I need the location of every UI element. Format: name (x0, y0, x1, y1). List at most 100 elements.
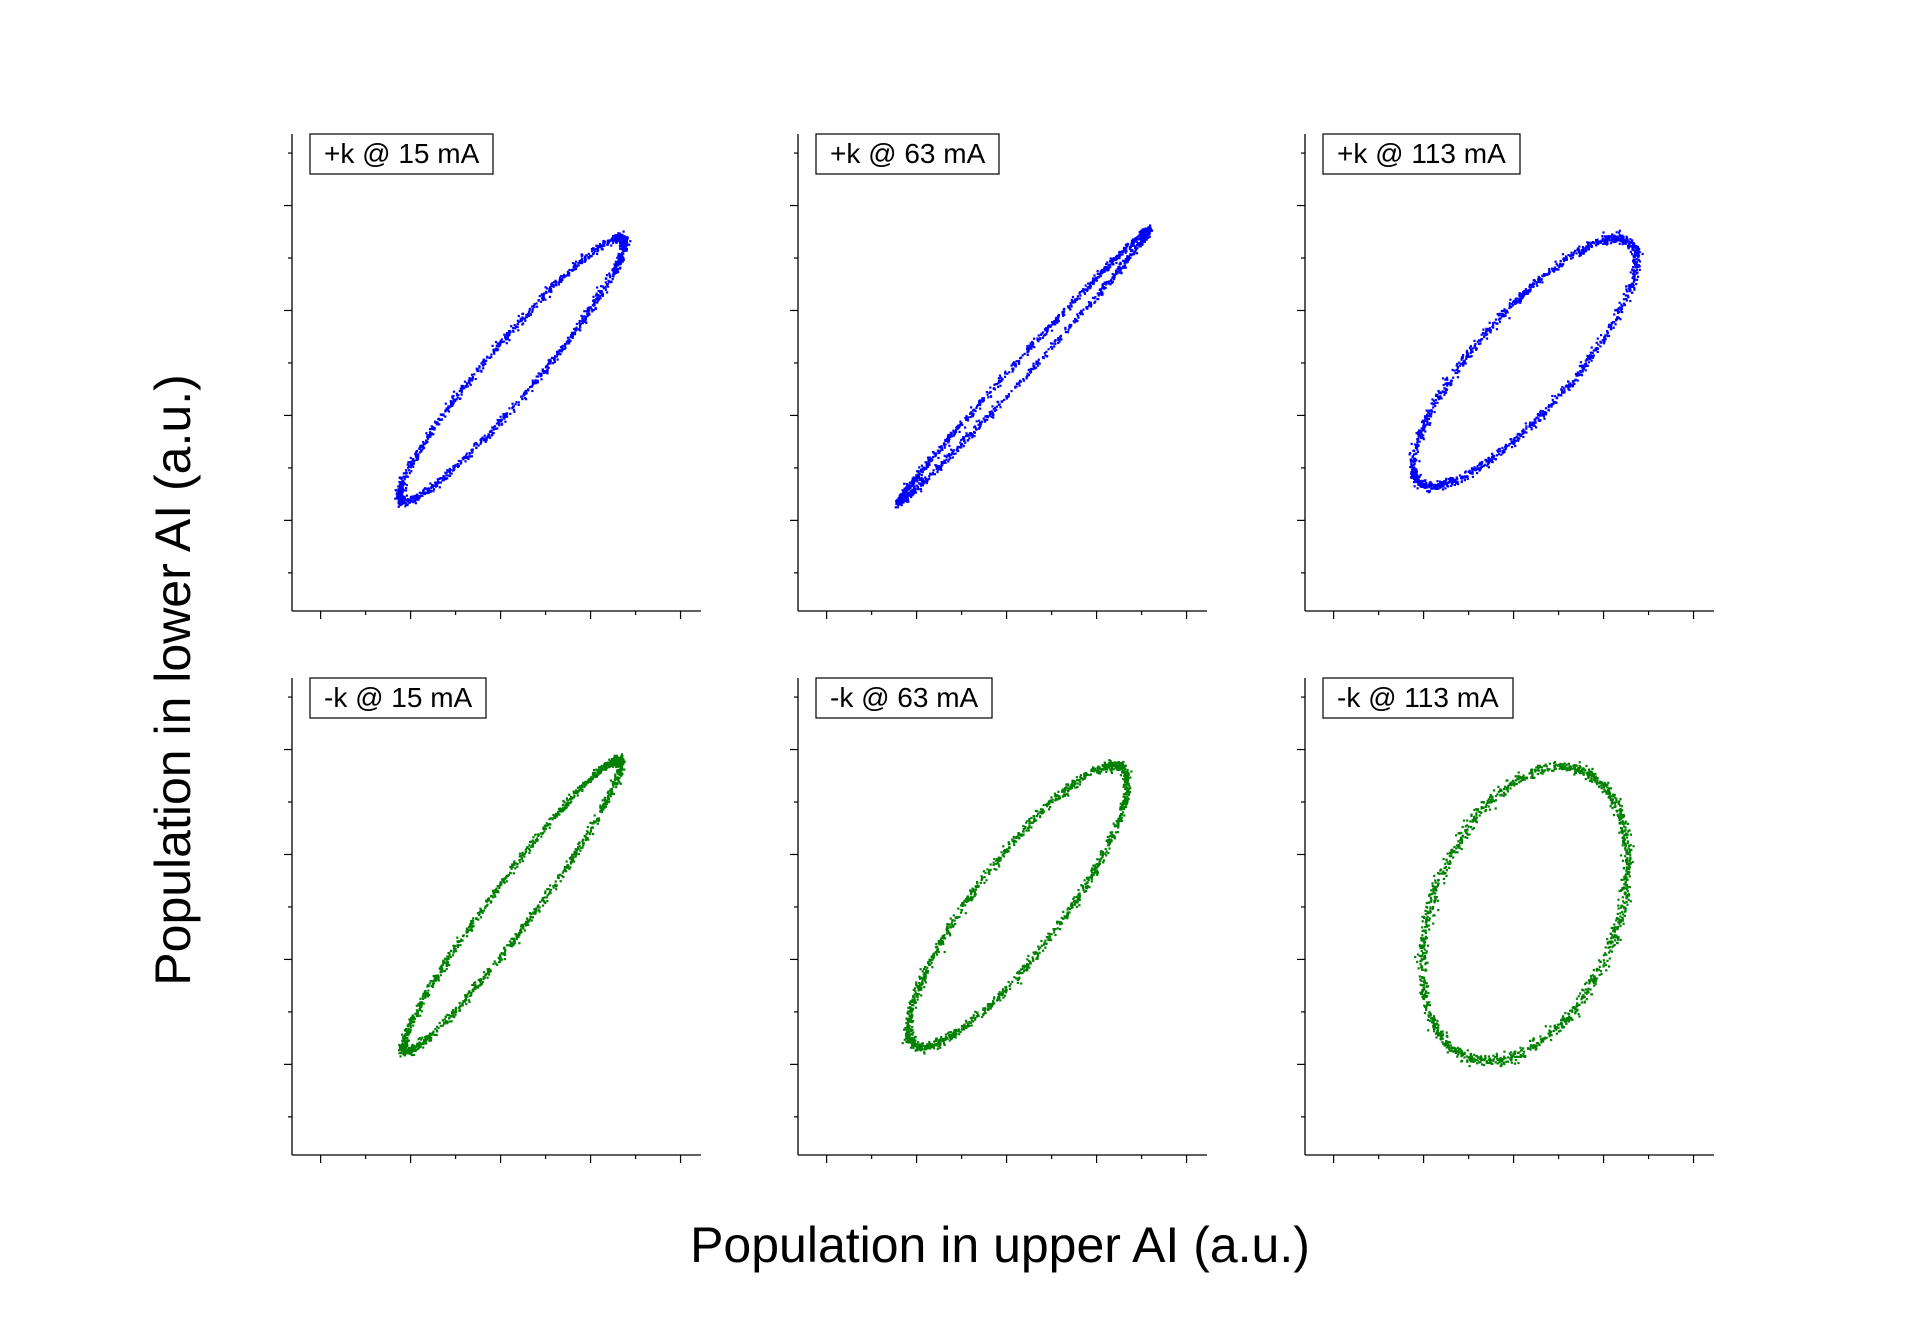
data-point (1490, 458, 1493, 461)
data-point (1609, 235, 1612, 238)
data-point (1124, 250, 1127, 253)
data-point (992, 408, 995, 411)
data-point (401, 480, 404, 483)
data-point (960, 438, 963, 442)
data-point (1603, 239, 1606, 242)
data-point (1616, 309, 1619, 313)
data-point (506, 335, 509, 338)
data-point (1620, 307, 1623, 310)
data-point (1059, 335, 1062, 338)
data-point (524, 389, 528, 392)
data-point (1129, 253, 1132, 256)
data-point (619, 247, 622, 250)
data-point (422, 440, 425, 444)
data-point (510, 325, 513, 328)
data-point (1468, 469, 1471, 472)
data-point (979, 407, 982, 410)
data-point (520, 858, 523, 861)
data-point (1148, 228, 1151, 231)
data-point (462, 1000, 465, 1003)
data-point (506, 337, 509, 340)
data-point (439, 1024, 442, 1027)
data-point (590, 248, 593, 251)
data-point (417, 1038, 420, 1041)
data-point (1448, 480, 1451, 484)
data-point (964, 416, 967, 420)
data-point (549, 362, 552, 365)
data-point (592, 252, 595, 256)
data-point (1532, 421, 1535, 424)
data-point (447, 406, 450, 410)
data-point (1114, 258, 1117, 261)
data-point (609, 276, 612, 279)
data-point (1471, 469, 1474, 472)
data-point (1103, 266, 1106, 269)
data-point (953, 432, 957, 435)
data-point (1522, 428, 1525, 431)
data-point (574, 855, 577, 858)
data-point (400, 477, 403, 481)
data-point (416, 1012, 419, 1015)
data-point (1098, 292, 1101, 295)
data-point (1140, 229, 1143, 232)
data-point (1554, 260, 1557, 263)
data-point (921, 470, 924, 473)
data-point (600, 285, 603, 288)
data-point (1587, 361, 1590, 364)
data-point (579, 326, 582, 329)
data-point (585, 315, 588, 319)
data-point (1430, 482, 1433, 485)
data-point (484, 906, 487, 909)
data-point (1419, 473, 1422, 476)
data-point (531, 310, 534, 313)
data-point (1070, 324, 1073, 327)
data-point (995, 408, 998, 411)
data-point (1457, 369, 1460, 372)
data-point (552, 358, 556, 361)
data-point (413, 1053, 416, 1056)
data-point (521, 860, 525, 863)
data-point (418, 491, 421, 494)
data-point (1483, 332, 1486, 335)
data-point (464, 456, 467, 460)
data-point (416, 455, 419, 458)
data-point (1635, 282, 1638, 286)
data-point (919, 482, 922, 485)
data-point (1619, 318, 1622, 321)
data-point (1576, 379, 1579, 382)
data-point (1077, 316, 1080, 319)
data-point (625, 247, 628, 250)
data-point (622, 249, 625, 252)
data-point (1026, 346, 1029, 350)
data-point (525, 398, 528, 401)
data-point (1040, 332, 1043, 335)
data-point (442, 475, 445, 478)
data-point (529, 915, 532, 919)
data-point (984, 420, 987, 423)
data-point (1149, 226, 1152, 229)
data-point (1036, 337, 1039, 340)
data-point (1415, 452, 1418, 455)
data-point (492, 428, 495, 431)
data-point (902, 493, 905, 496)
data-point (1118, 252, 1121, 255)
data-point (930, 460, 933, 463)
data-point (417, 495, 420, 498)
data-point (618, 267, 622, 270)
data-point (1056, 321, 1059, 324)
data-point (986, 393, 989, 396)
data-point (1441, 377, 1445, 380)
data-point (911, 492, 914, 495)
data-point (607, 279, 610, 282)
data-point (1513, 439, 1516, 442)
data-point (1636, 254, 1639, 257)
data-point (1503, 308, 1506, 311)
data-point (571, 336, 574, 340)
data-point (1076, 314, 1080, 318)
data-point (1440, 485, 1443, 488)
data-point (481, 911, 484, 914)
data-point (1638, 268, 1641, 271)
data-point (466, 382, 469, 385)
data-point (1489, 458, 1492, 461)
data-point (582, 844, 585, 847)
